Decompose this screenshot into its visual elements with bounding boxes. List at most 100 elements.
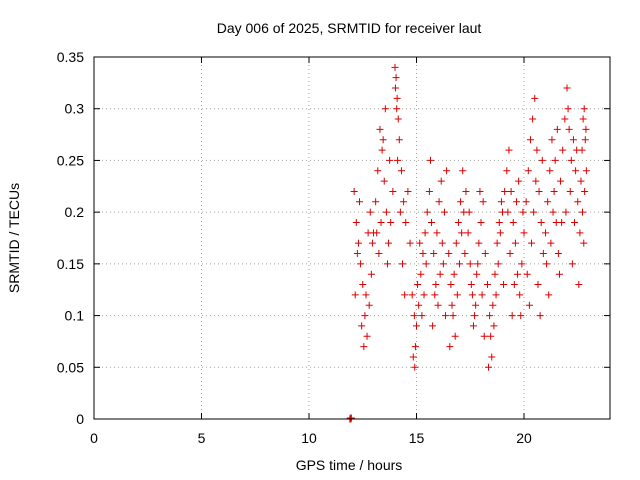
data-point bbox=[423, 208, 431, 216]
data-point bbox=[376, 125, 384, 133]
data-point bbox=[416, 239, 424, 247]
data-point bbox=[438, 239, 446, 247]
data-point bbox=[393, 94, 401, 102]
y-axis-ticks: 0 0.05 0.1 0.15 0.2 0.25 0.3 0.35 bbox=[57, 49, 610, 427]
x-tick-label: 5 bbox=[198, 430, 206, 446]
data-point bbox=[445, 250, 453, 258]
data-point bbox=[447, 281, 455, 289]
data-point bbox=[366, 208, 374, 216]
x-tick-label: 0 bbox=[90, 430, 98, 446]
data-point bbox=[404, 187, 412, 195]
data-point bbox=[458, 229, 466, 237]
y-tick-label: 0.35 bbox=[57, 49, 84, 65]
data-point bbox=[479, 198, 487, 206]
data-point bbox=[396, 208, 404, 216]
data-point bbox=[569, 136, 577, 144]
data-point bbox=[414, 281, 422, 289]
data-point bbox=[477, 218, 485, 226]
y-tick-label: 0.25 bbox=[57, 152, 84, 168]
data-point bbox=[473, 270, 481, 278]
data-point bbox=[486, 312, 494, 320]
data-point bbox=[433, 229, 441, 237]
data-point bbox=[580, 105, 588, 113]
data-point bbox=[430, 250, 438, 258]
data-point bbox=[481, 250, 489, 258]
data-point bbox=[504, 208, 512, 216]
data-point bbox=[411, 363, 419, 371]
data-point bbox=[508, 312, 516, 320]
data-point bbox=[377, 218, 385, 226]
data-point bbox=[400, 198, 408, 206]
data-point bbox=[526, 136, 534, 144]
grid bbox=[94, 57, 610, 419]
data-point bbox=[417, 270, 425, 278]
data-point bbox=[364, 229, 372, 237]
data-point bbox=[439, 260, 447, 268]
data-points bbox=[346, 63, 590, 423]
data-point bbox=[391, 63, 399, 71]
data-point bbox=[449, 312, 457, 320]
data-point bbox=[471, 312, 479, 320]
data-point bbox=[442, 312, 450, 320]
data-point bbox=[378, 146, 386, 154]
data-point bbox=[562, 208, 570, 216]
data-point bbox=[581, 136, 589, 144]
data-point bbox=[480, 332, 488, 340]
data-point bbox=[394, 115, 402, 123]
data-point bbox=[466, 260, 474, 268]
chart-title: Day 006 of 2025, SRMTID for receiver lau… bbox=[217, 20, 482, 36]
data-point bbox=[397, 167, 405, 175]
data-point bbox=[401, 291, 409, 299]
data-point bbox=[523, 270, 531, 278]
data-point bbox=[557, 177, 565, 185]
data-point bbox=[512, 198, 520, 206]
data-point bbox=[467, 281, 475, 289]
data-point bbox=[566, 187, 574, 195]
data-point bbox=[351, 291, 359, 299]
data-point bbox=[488, 353, 496, 361]
data-point bbox=[495, 218, 503, 226]
data-point bbox=[491, 270, 499, 278]
data-point bbox=[548, 136, 556, 144]
data-point bbox=[563, 84, 571, 92]
data-point bbox=[352, 218, 360, 226]
data-point bbox=[565, 125, 573, 133]
data-point bbox=[544, 198, 552, 206]
data-point bbox=[436, 270, 444, 278]
data-point bbox=[546, 167, 554, 175]
data-point bbox=[555, 270, 563, 278]
data-point bbox=[372, 198, 380, 206]
data-point bbox=[537, 218, 545, 226]
data-point bbox=[547, 239, 555, 247]
data-point bbox=[425, 187, 433, 195]
data-point bbox=[391, 84, 399, 92]
data-point bbox=[490, 322, 498, 330]
data-point bbox=[452, 239, 460, 247]
data-point bbox=[534, 281, 542, 289]
data-point bbox=[520, 229, 528, 237]
data-point bbox=[529, 115, 537, 123]
data-point bbox=[420, 291, 428, 299]
data-point bbox=[419, 250, 427, 258]
data-point bbox=[580, 239, 588, 247]
data-point bbox=[387, 218, 395, 226]
data-point bbox=[361, 312, 369, 320]
x-axis-ticks: 0 5 10 15 20 bbox=[90, 57, 532, 446]
data-point bbox=[386, 156, 394, 164]
data-point bbox=[383, 260, 391, 268]
data-point bbox=[507, 187, 515, 195]
data-point bbox=[489, 301, 497, 309]
data-point bbox=[579, 115, 587, 123]
data-point bbox=[440, 208, 448, 216]
data-point bbox=[538, 156, 546, 164]
data-point bbox=[567, 156, 575, 164]
data-point bbox=[551, 156, 559, 164]
data-point bbox=[365, 301, 373, 309]
data-point bbox=[428, 218, 436, 226]
data-point bbox=[381, 105, 389, 113]
y-tick-label: 0.05 bbox=[57, 359, 84, 375]
data-point bbox=[515, 177, 523, 185]
data-point bbox=[353, 250, 361, 258]
data-point bbox=[496, 229, 504, 237]
y-tick-label: 0.15 bbox=[57, 256, 84, 272]
